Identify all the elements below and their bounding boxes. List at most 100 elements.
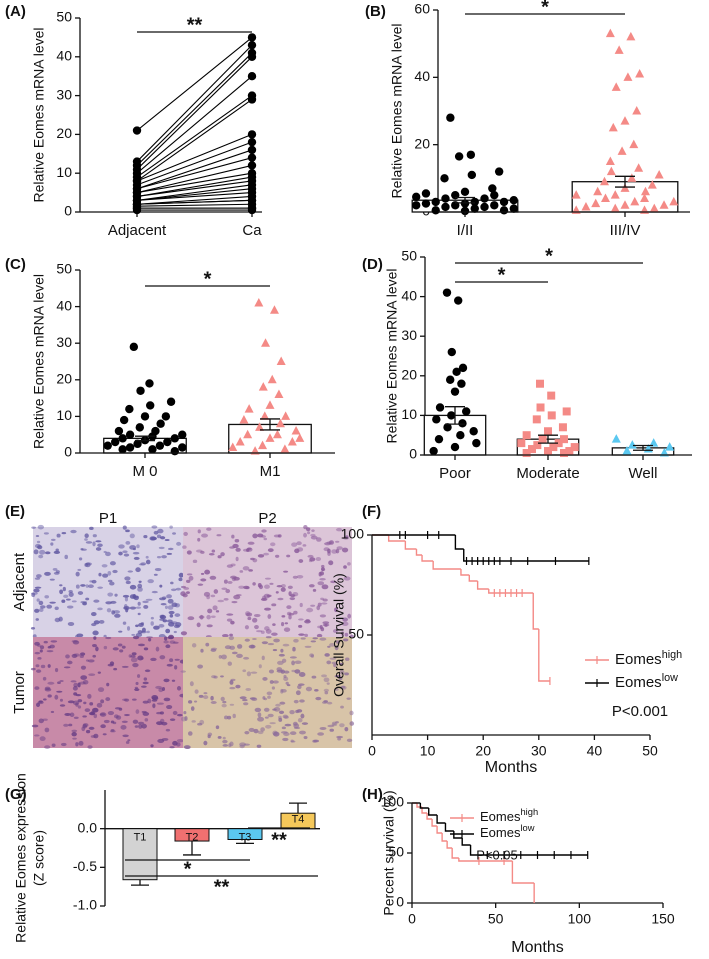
nucleus [93, 636, 97, 640]
nucleus [291, 542, 298, 547]
x-tick-label: 50 [642, 743, 658, 759]
nucleus [105, 697, 111, 702]
nucleus [77, 568, 82, 571]
survival-step [461, 838, 471, 846]
nucleus [257, 554, 265, 558]
nucleus [131, 633, 136, 636]
nucleus [230, 678, 236, 682]
legend-name: Eomes [615, 651, 662, 668]
nucleus [49, 578, 55, 581]
nucleus [146, 636, 153, 639]
bar-label: T4 [292, 814, 305, 826]
nucleus [295, 690, 301, 696]
survival-step [436, 826, 443, 834]
nucleus [283, 570, 289, 573]
nucleus [270, 542, 276, 547]
data-point [247, 145, 257, 155]
error-bar [236, 839, 254, 845]
data-point [265, 433, 275, 442]
nucleus [316, 633, 323, 638]
p-value: P<0.05 [476, 847, 518, 862]
data-point [170, 434, 179, 443]
nucleus [335, 640, 341, 644]
nucleus [344, 632, 349, 637]
nucleus [200, 572, 205, 575]
bar [227, 828, 263, 840]
survival-step [444, 823, 454, 832]
nucleus [335, 548, 340, 554]
nucleus [99, 713, 106, 716]
nucleus [300, 637, 306, 640]
row-label: Tumor [11, 671, 28, 714]
nucleus [132, 548, 136, 551]
nucleus [134, 688, 140, 692]
nucleus [49, 601, 56, 604]
panel-label: (B) [365, 3, 386, 20]
data-point [462, 407, 471, 416]
data-point [239, 415, 249, 424]
nucleus [38, 600, 44, 606]
nucleus [258, 664, 262, 669]
y-tick-label: 0 [64, 444, 72, 460]
nucleus [132, 551, 140, 555]
nucleus [80, 675, 88, 680]
survival-step [415, 549, 423, 556]
nucleus [345, 535, 349, 539]
nucleus [57, 681, 61, 685]
nucleus [339, 723, 345, 728]
nucleus [187, 616, 195, 621]
nucleus [349, 710, 354, 716]
y-axis-title: (Z score) [31, 830, 47, 886]
nucleus [309, 557, 316, 562]
nucleus [39, 549, 46, 555]
data-point [605, 28, 615, 38]
nucleus [341, 621, 349, 627]
nucleus [80, 665, 87, 670]
y-tick-label: 0 [64, 203, 72, 219]
nucleus [156, 534, 162, 539]
nucleus [281, 726, 286, 730]
nucleus [217, 735, 222, 739]
nucleus [191, 720, 196, 723]
data-point [447, 347, 456, 357]
data-point [412, 192, 421, 202]
nucleus [114, 707, 121, 710]
data-point [272, 429, 282, 439]
nucleus [193, 700, 198, 703]
nucleus [107, 710, 115, 716]
nucleus [248, 644, 256, 649]
nucleus [132, 663, 139, 668]
nucleus [248, 569, 253, 572]
nucleus [153, 625, 160, 630]
legend-label: Eomeshigh [615, 649, 682, 668]
nucleus [64, 554, 69, 560]
nucleus [158, 546, 165, 550]
nucleus [310, 604, 316, 607]
nucleus [159, 618, 165, 621]
nucleus [311, 675, 317, 679]
nucleus [44, 595, 50, 599]
nucleus [296, 575, 304, 579]
x-tick-label: 30 [531, 743, 547, 759]
survival-step [460, 569, 470, 576]
nucleus [166, 663, 173, 667]
nucleus [92, 654, 97, 658]
nucleus [78, 740, 84, 746]
nucleus [135, 606, 142, 609]
nucleus [272, 680, 279, 684]
data-point [630, 196, 640, 206]
nucleus [122, 621, 127, 625]
data-point [146, 401, 155, 410]
nucleus [245, 612, 253, 617]
pair-line [136, 95, 253, 178]
nucleus [192, 559, 198, 564]
column-label: P2 [258, 510, 276, 527]
nucleus [92, 643, 97, 648]
nucleus [125, 741, 130, 744]
nucleus [37, 524, 44, 530]
nucleus [343, 576, 351, 581]
nucleus [318, 571, 322, 577]
nucleus [54, 606, 59, 611]
nucleus [296, 541, 302, 546]
